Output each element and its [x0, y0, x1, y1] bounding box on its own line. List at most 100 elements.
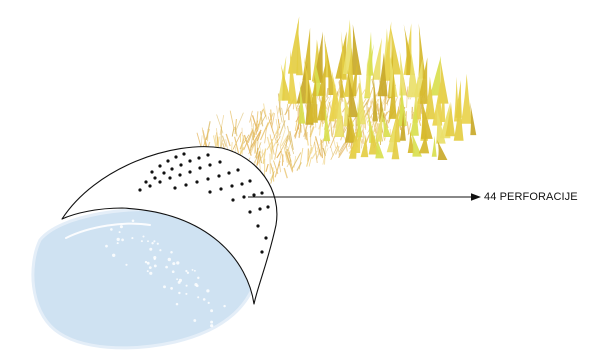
water-speckle	[153, 257, 156, 261]
grass-blade	[287, 49, 298, 104]
spray-strand	[363, 110, 369, 126]
spray-strand	[278, 107, 283, 123]
grass-blade	[418, 23, 426, 79]
spray-strand	[250, 129, 262, 148]
grass-blade	[366, 109, 376, 143]
spray-strand	[291, 152, 302, 169]
perforation-dot	[264, 236, 268, 240]
grass-blade	[388, 69, 397, 119]
water-speckle	[170, 250, 173, 254]
perforation-dot	[170, 167, 174, 171]
grass-blade	[350, 24, 362, 75]
water-speckle	[223, 304, 226, 308]
grass-blade	[399, 110, 406, 141]
water-speckle	[118, 231, 121, 234]
spray-strand	[265, 163, 269, 172]
perforation-dot	[206, 153, 210, 157]
perforation-dot	[178, 173, 182, 177]
perforation-count-label: 44 PERFORACIJE	[484, 191, 578, 203]
spray-strand	[306, 147, 313, 167]
spray-strand	[406, 86, 409, 96]
water-speckle	[112, 253, 116, 257]
grass-blade	[303, 57, 314, 104]
spray-strand	[304, 127, 307, 140]
water-speckle	[159, 249, 162, 252]
spray-strand	[296, 162, 302, 171]
water-speckle	[131, 237, 134, 240]
spray-strand	[256, 131, 262, 142]
perforation-dot	[256, 224, 260, 228]
spray-strand	[383, 112, 389, 129]
spray-strand	[270, 109, 273, 121]
perforation-dot	[258, 207, 262, 211]
perforation-dot	[197, 156, 201, 160]
spray-strand	[283, 146, 288, 163]
grass-blade	[398, 87, 407, 126]
spray-strand	[259, 122, 269, 141]
perforation-dot	[166, 159, 170, 163]
perforated-lid	[61, 146, 278, 305]
spray-strand	[247, 130, 254, 144]
water-speckle	[206, 289, 210, 293]
grass-blade	[432, 82, 443, 126]
perforation-dot	[230, 184, 234, 188]
spray-strand	[325, 92, 332, 110]
spray-strand	[251, 115, 259, 132]
perforation-dot	[188, 159, 192, 163]
perforation-dot	[168, 176, 172, 180]
water-speckle	[176, 261, 180, 265]
grass-blade	[343, 91, 355, 127]
spray-strand	[308, 156, 312, 167]
water-speckle	[185, 269, 188, 273]
water-speckle	[167, 257, 171, 262]
water-speckle	[125, 263, 128, 266]
perforation-dot	[240, 182, 244, 186]
spray-strand	[406, 121, 410, 135]
spray-strand	[335, 146, 340, 155]
spray-strand	[311, 150, 318, 160]
water-speckle	[140, 240, 143, 243]
spray-strand	[271, 113, 275, 128]
spray-strand	[252, 120, 259, 140]
spray-strand	[201, 127, 207, 150]
spray-strand	[314, 136, 322, 157]
perforation-dot	[217, 174, 221, 178]
grass-blade	[453, 96, 464, 141]
spray-strand	[259, 111, 264, 127]
grass-blade	[379, 88, 386, 122]
spray-strand	[239, 135, 245, 156]
grass-blade	[438, 59, 449, 104]
grass-blade	[307, 77, 318, 123]
water-speckle	[142, 235, 145, 238]
perforation-dots	[138, 152, 270, 254]
water-speckle	[186, 271, 190, 274]
water-speckle	[146, 261, 150, 265]
perforation-dot	[162, 171, 166, 175]
spray-strand	[374, 122, 379, 135]
grass-blade	[356, 74, 366, 125]
water-speckle	[175, 302, 179, 306]
perforation-dot	[252, 193, 256, 197]
perforation-dot	[182, 152, 186, 156]
spray-strand	[279, 163, 281, 173]
grass-blades	[278, 16, 477, 160]
spray-strand	[274, 160, 281, 178]
spray-strand	[256, 137, 259, 155]
perforation-dot	[158, 180, 162, 184]
grass-blade	[372, 37, 382, 80]
spray-strand	[276, 136, 281, 144]
spray-strand	[320, 139, 323, 159]
grass-blade	[417, 57, 428, 104]
spray-strand	[276, 105, 279, 124]
spray-strand	[330, 145, 339, 160]
water-speckle	[171, 270, 175, 274]
water-speckle	[156, 242, 159, 245]
spray-strand	[322, 147, 326, 157]
grass-blade	[430, 55, 441, 96]
water-speckle	[195, 284, 199, 288]
grass-blade	[334, 93, 345, 137]
water-speckle	[151, 242, 154, 245]
spray-strand	[336, 141, 340, 155]
spray-strand	[216, 114, 224, 134]
